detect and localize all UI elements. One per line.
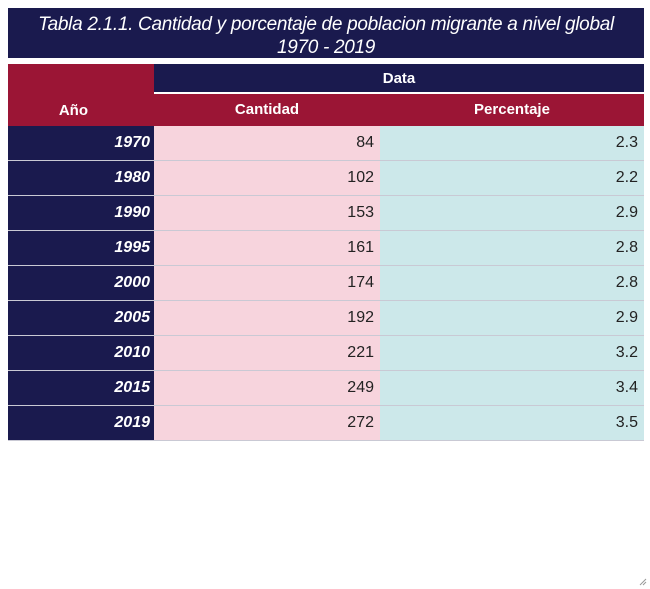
year-cell: 2000 [8, 266, 154, 300]
table-title: Tabla 2.1.1. Cantidad y porcentaje de po… [8, 8, 644, 58]
cantidad-cell: 153 [154, 196, 380, 230]
table-row: 2005 192 2.9 [8, 301, 644, 336]
porcentaje-cell: 3.5 [380, 406, 644, 440]
table-row: 1990 153 2.9 [8, 196, 644, 231]
porcentaje-cell: 2.3 [380, 126, 644, 160]
year-cell: 2010 [8, 336, 154, 370]
porcentaje-cell: 3.4 [380, 371, 644, 405]
porcentaje-cell: 3.2 [380, 336, 644, 370]
year-cell: 2005 [8, 301, 154, 335]
porcentaje-cell: 2.8 [380, 266, 644, 300]
porcentaje-cell: 2.9 [380, 301, 644, 335]
title-line-1: Tabla 2.1.1. Cantidad y porcentaje de po… [38, 14, 614, 35]
table-header: Año Data Cantidad Percentaje [8, 64, 644, 126]
header-cantidad: Cantidad [154, 94, 380, 126]
year-cell: 2015 [8, 371, 154, 405]
title-gap [8, 58, 644, 64]
cantidad-cell: 161 [154, 231, 380, 265]
year-cell: 1995 [8, 231, 154, 265]
table-row: 1995 161 2.8 [8, 231, 644, 266]
year-cell: 1990 [8, 196, 154, 230]
header-data-group: Data [154, 64, 644, 94]
year-cell: 1970 [8, 126, 154, 160]
header-porcentaje: Percentaje [380, 94, 644, 126]
year-cell: 1980 [8, 161, 154, 195]
year-cell: 2019 [8, 406, 154, 440]
porcentaje-cell: 2.9 [380, 196, 644, 230]
cantidad-cell: 84 [154, 126, 380, 160]
table-row: 2010 221 3.2 [8, 336, 644, 371]
table-row: 2000 174 2.8 [8, 266, 644, 301]
title-line-2: 1970 - 2019 [276, 37, 376, 58]
table-row: 1980 102 2.2 [8, 161, 644, 196]
porcentaje-cell: 2.8 [380, 231, 644, 265]
table-row: 1970 84 2.3 [8, 126, 644, 161]
cantidad-cell: 102 [154, 161, 380, 195]
porcentaje-cell: 2.2 [380, 161, 644, 195]
table-row: 2019 272 3.5 [8, 406, 644, 441]
cantidad-cell: 272 [154, 406, 380, 440]
cantidad-cell: 221 [154, 336, 380, 370]
cantidad-cell: 192 [154, 301, 380, 335]
cantidad-cell: 249 [154, 371, 380, 405]
migration-table: Tabla 2.1.1. Cantidad y porcentaje de po… [8, 8, 644, 441]
cantidad-cell: 174 [154, 266, 380, 300]
header-year: Año [8, 64, 154, 126]
table-body: 1970 84 2.3 1980 102 2.2 1990 153 2.9 19… [8, 126, 644, 441]
table-row: 2015 249 3.4 [8, 371, 644, 406]
resize-grip-icon[interactable] [639, 578, 647, 586]
